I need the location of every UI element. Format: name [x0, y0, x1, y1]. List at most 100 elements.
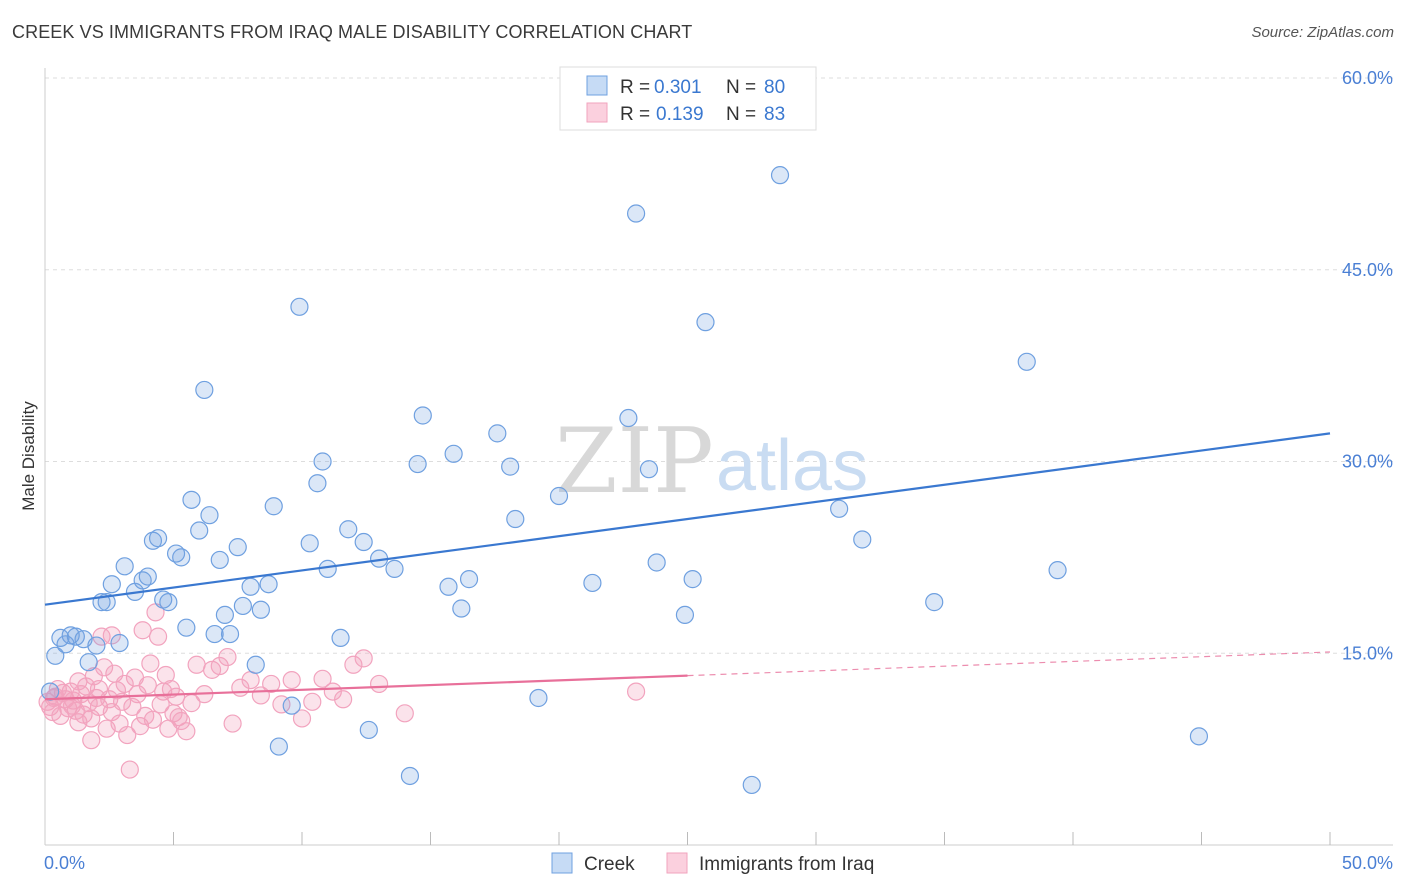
creek-point-24: [182, 490, 201, 509]
creek-point-78: [1048, 561, 1067, 580]
creek-point-0: [41, 682, 60, 701]
creek-point-34: [241, 577, 260, 596]
creek-point-71: [696, 313, 715, 332]
creek-point-65: [619, 408, 638, 428]
y-tick-label-60: 60.0%: [1342, 68, 1393, 88]
creek-point-37: [259, 575, 278, 594]
bottom-legend-iraq: Immigrants from Iraq: [699, 854, 874, 875]
creek-point-28: [205, 624, 224, 644]
creek-point-1: [46, 646, 65, 665]
creek-point-67: [639, 460, 659, 479]
creek-point-53: [408, 454, 427, 474]
creek-point-62: [529, 688, 548, 708]
creek-point-11: [102, 575, 121, 594]
creek-point-46: [331, 628, 350, 648]
iraq-point-19: [82, 731, 101, 750]
creek-point-77: [1017, 352, 1036, 371]
creek-point-32: [228, 538, 247, 557]
creek-trend-line: [44, 432, 1331, 606]
iraq-point-73: [313, 669, 332, 688]
creek-point-39: [269, 737, 288, 756]
creek-point-17: [143, 531, 163, 550]
creek-point-8: [87, 636, 106, 655]
creek-point-55: [439, 577, 458, 596]
iraq-point-39: [128, 685, 147, 704]
iraq-point-72: [303, 692, 322, 711]
iraq-point-70: [282, 670, 301, 690]
series-legend: Creek Immigrants from Iraq: [551, 852, 874, 875]
creek-point-16: [138, 567, 157, 586]
watermark: ZIP atlas: [555, 409, 868, 514]
x-ticks: [173, 832, 1331, 845]
creek-point-52: [400, 766, 420, 786]
legend-swatch-creek: [586, 75, 608, 96]
creek-point-30: [215, 605, 234, 625]
iraq-point-54: [166, 687, 186, 706]
watermark-atlas: atlas: [716, 426, 868, 506]
creek-point-31: [220, 624, 240, 644]
creek-point-59: [488, 424, 507, 443]
iraq-point-43: [138, 676, 157, 695]
creek-point-51: [385, 559, 404, 578]
chart-title: CREEK VS IMMIGRANTS FROM IRAQ MALE DISAB…: [12, 22, 693, 42]
x-tick-label-max: 50.0%: [1342, 853, 1393, 873]
creek-point-74: [830, 499, 849, 518]
creek-point-23: [177, 618, 196, 637]
creek-point-61: [506, 509, 525, 529]
iraq-point-47: [148, 627, 168, 646]
source-label: Source: ZipAtlas.com: [1251, 24, 1394, 41]
creek-point-75: [853, 530, 872, 549]
creek-point-18: [148, 529, 168, 548]
iraq-point-68: [262, 674, 281, 694]
iraq-trend-line: [44, 674, 688, 701]
creek-point-3: [56, 635, 75, 654]
legend-creek-r-value: 0.301: [654, 77, 702, 98]
creek-point-56: [444, 444, 463, 463]
creek-point-68: [647, 553, 666, 572]
y-tick-label-30: 30.0%: [1342, 452, 1393, 472]
legend-swatch-iraq: [586, 102, 608, 123]
creek-point-19: [154, 590, 173, 609]
creek-point-70: [683, 570, 702, 589]
creek-point-20: [159, 593, 178, 612]
iraq-point-66: [241, 670, 260, 690]
iraq-point-56: [172, 711, 191, 731]
iraq-point-77: [354, 649, 373, 668]
creek-point-41: [290, 297, 309, 316]
creek-point-27: [200, 506, 219, 525]
iraq-trend-line-extension: [687, 651, 1331, 677]
legend-iraq-n-value: 83: [764, 104, 785, 125]
bottom-legend-swatch-creek: [551, 852, 573, 874]
iraq-point-75: [334, 690, 353, 709]
creek-point-57: [452, 599, 471, 618]
watermark-zip: ZIP: [555, 409, 714, 514]
creek-point-58: [459, 570, 479, 589]
grid-lines: [45, 77, 1393, 654]
iraq-point-63: [218, 647, 237, 667]
iraq-point-81: [62, 696, 82, 715]
iraq-point-82: [626, 682, 646, 701]
iraq-point-34: [115, 674, 134, 694]
iraq-point-79: [395, 704, 414, 723]
legend-iraq-r-label: R =: [620, 104, 650, 125]
series-creek-points: [41, 166, 1209, 795]
iraq-point-57: [177, 722, 196, 741]
trend-lines: [44, 432, 1331, 701]
creek-point-22: [172, 548, 191, 567]
iraq-point-44: [141, 654, 160, 673]
iraq-point-36: [120, 760, 139, 779]
creek-point-73: [770, 166, 790, 185]
creek-point-35: [246, 655, 265, 674]
stats-legend: R = 0.301 N = 80 R = 0.139 N = 83: [559, 66, 817, 131]
iraq-point-41: [133, 621, 152, 640]
iraq-point-71: [292, 709, 312, 728]
creek-point-33: [233, 596, 252, 616]
creek-point-29: [210, 550, 229, 570]
legend-creek-n-label: N =: [726, 77, 756, 98]
creek-point-44: [313, 452, 332, 471]
legend-creek-r-label: R =: [620, 77, 650, 98]
creek-point-38: [264, 497, 283, 516]
iraq-point-74: [323, 682, 342, 701]
creek-point-26: [195, 380, 214, 400]
creek-point-36: [251, 600, 270, 619]
